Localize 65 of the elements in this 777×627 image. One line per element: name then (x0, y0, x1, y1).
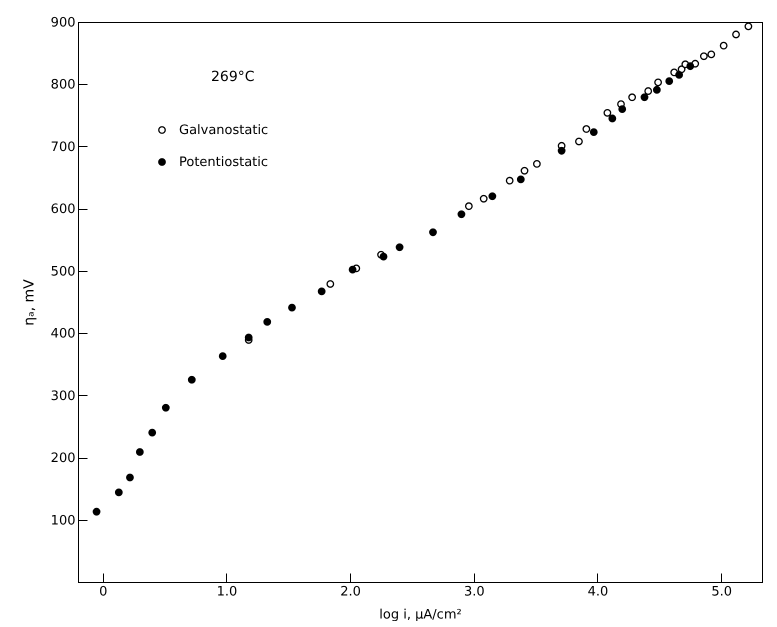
point (640, 93, 648, 102)
point (720, 42, 728, 50)
y-tick-label: 200 (50, 451, 76, 466)
y-tick-label: 500 (50, 264, 76, 280)
point (582, 125, 590, 133)
point (162, 404, 170, 412)
point (396, 243, 404, 252)
point (218, 352, 227, 360)
legend-label: Potentiostatic (179, 155, 268, 170)
x-tick-label: 4.0 (588, 584, 608, 600)
point (318, 288, 326, 296)
y-tick-label: 700 (50, 140, 76, 155)
x-tick-label: 3.0 (464, 584, 485, 600)
point (590, 128, 598, 136)
point (92, 508, 100, 516)
x-tick-label: 0 (99, 584, 108, 600)
point (136, 448, 144, 456)
y-axis-title: ηₐ, mV (22, 278, 38, 326)
point (744, 22, 752, 30)
y-tick-label: 300 (50, 388, 76, 404)
point (326, 280, 334, 288)
point (263, 318, 272, 326)
point (114, 488, 123, 496)
point (288, 304, 296, 312)
x-tick-label: 5.0 (711, 584, 732, 600)
point (380, 252, 388, 260)
point (604, 108, 612, 117)
point (464, 202, 473, 210)
point (618, 105, 626, 113)
point (628, 93, 636, 102)
point (429, 228, 437, 236)
y-tick-label: 900 (50, 16, 76, 30)
point (244, 334, 253, 342)
point (348, 266, 356, 274)
point (520, 166, 528, 175)
point (654, 78, 662, 86)
point (126, 474, 134, 482)
x-tick-label: 2.0 (340, 584, 361, 600)
point (480, 194, 488, 203)
point (675, 71, 684, 79)
x-tick-label: 1.0 (216, 584, 238, 600)
point (488, 192, 496, 200)
point (148, 428, 156, 437)
point (458, 210, 466, 218)
y-tick-label: 400 (50, 326, 76, 342)
point (188, 376, 196, 384)
point (558, 146, 566, 155)
point (532, 160, 541, 168)
x-axis-title: log i, μA/cm² (379, 608, 462, 622)
point (665, 77, 674, 85)
point (516, 176, 525, 184)
point (652, 86, 661, 94)
point (608, 114, 616, 122)
point (644, 87, 652, 95)
y-tick-label: 600 (50, 202, 76, 218)
point (732, 30, 740, 38)
point (575, 138, 583, 146)
point (506, 176, 514, 185)
annotation: 269°C (211, 69, 255, 85)
point (686, 62, 694, 70)
y-tick-label: 100 (50, 513, 76, 528)
legend-label: Galvanostatic (179, 123, 268, 138)
y-tick-label: 800 (50, 78, 76, 93)
point (707, 50, 716, 58)
point (700, 52, 708, 60)
